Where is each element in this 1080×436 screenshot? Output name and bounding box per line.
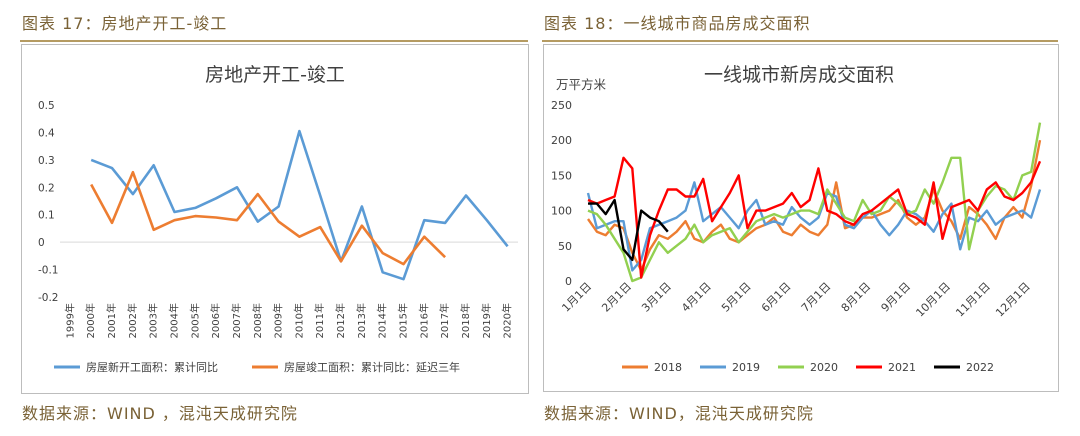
chart2-ytick-label: 100 — [551, 205, 572, 218]
chart2-xtick-label: 7月1日 — [799, 280, 834, 315]
right-chart-panel: 一线城市新房成交面积 万平方米 0 50 100 150 200 250 1月1日 2月1日 3月1… — [543, 44, 1059, 392]
left-chart-panel: 房地产开工-竣工 -0.2 -0.1 0 0.1 0.2 0.3 0.4 0.5 1999年 200… — [21, 44, 529, 394]
chart1-xtick-label: 2011年 — [313, 303, 326, 338]
chart2-series-line-2 — [587, 122, 1042, 283]
right-caption-rule — [542, 40, 1058, 42]
chart1-xtick-label: 2001年 — [105, 303, 118, 338]
chart2-xtick-label: 11月1日 — [953, 280, 993, 320]
chart2-ytick-label: 200 — [551, 134, 572, 147]
chart1-xtick-label: 2000年 — [84, 303, 97, 338]
chart2-xtick-label: 9月1日 — [879, 280, 914, 315]
left-caption-rule — [20, 40, 528, 42]
chart2-title: 一线城市新房成交面积 — [704, 64, 894, 86]
chart1-xtick-label: 2017年 — [438, 303, 451, 338]
chart1-ytick-label: 0.5 — [38, 100, 55, 112]
chart2-xtick-label: 6月1日 — [759, 280, 794, 315]
chart1-ytick-label: 0.3 — [38, 155, 55, 167]
chart1-xtick-label: 2008年 — [251, 303, 264, 338]
chart2-xtick-label: 10月1日 — [913, 280, 953, 320]
chart1-xtick-label: 2013年 — [355, 303, 368, 338]
left-source-note: 数据来源：WIND ，混沌天成研究院 — [22, 404, 298, 423]
chart2-legend-label: 2020 — [810, 361, 838, 374]
chart1-legend-label: 房屋竣工面积：累计同比：延迟三年 — [284, 360, 460, 374]
chart2-xtick-label: 4月1日 — [679, 280, 714, 315]
chart1-series-line-1 — [90, 170, 447, 266]
right-source-note: 数据来源：WIND，混沌天成研究院 — [544, 404, 814, 423]
chart2-series-line-4 — [588, 198, 669, 262]
chart2-series-line-1 — [586, 181, 1042, 272]
right-figure-caption: 图表 18：一线城市商品房成交面积 — [544, 14, 811, 33]
chart1-xtick-label: 2018年 — [459, 303, 472, 338]
chart2-series-line-0 — [587, 139, 1042, 272]
chart1-xtick-label: 2006年 — [209, 303, 222, 338]
chart2-legend-label: 2019 — [732, 361, 760, 374]
chart1-xtick-label: 2002年 — [126, 303, 139, 338]
chart2-ytick-label: 50 — [558, 240, 572, 253]
chart2-unit-label: 万平方米 — [556, 77, 607, 92]
chart2-legend-label: 2021 — [888, 361, 916, 374]
chart2-ytick-label: 150 — [551, 169, 572, 182]
chart2-legend-label: 2022 — [966, 361, 994, 374]
chart1-xtick-label: 2005年 — [188, 303, 201, 338]
chart1-ytick-label: 0.1 — [38, 210, 55, 222]
chart1-xtick-label: 2004年 — [168, 303, 181, 338]
chart1-xtick-label: 2003年 — [147, 303, 160, 338]
chart1-ytick-label: 0.4 — [38, 127, 55, 139]
chart1-legend-label: 房屋新开工面积：累计同比 — [86, 360, 218, 374]
chart1-xtick-label: 2007年 — [230, 303, 243, 338]
chart1-xtick-label: 1999年 — [63, 303, 76, 338]
chart1-ytick-label: -0.1 — [38, 265, 59, 277]
chart2-series-line-3 — [587, 156, 1042, 279]
chart1-title: 房地产开工-竣工 — [205, 64, 345, 86]
chart2-legend-label: 2018 — [654, 361, 682, 374]
chart1-xtick-label: 2020年 — [501, 303, 514, 338]
chart2-ytick-label: 0 — [565, 275, 572, 288]
chart2-xtick-label: 8月1日 — [839, 280, 874, 315]
left-chart-svg: 房地产开工-竣工 -0.2 -0.1 0 0.1 0.2 0.3 0.4 0.5 1999年 200… — [38, 64, 518, 374]
chart1-ytick-label: 0 — [38, 237, 45, 249]
chart1-series-line-0 — [90, 129, 509, 281]
chart1-ytick-label: 0.2 — [38, 182, 55, 194]
chart2-xtick-label: 3月1日 — [639, 280, 674, 315]
chart2-ytick-label: 250 — [551, 99, 572, 112]
chart1-xtick-label: 2016年 — [417, 303, 430, 338]
chart2-xtick-label: 12月1日 — [993, 280, 1033, 320]
chart1-ytick-label: -0.2 — [38, 292, 59, 304]
chart1-xtick-label: 2014年 — [376, 303, 389, 338]
chart1-xtick-label: 2019年 — [480, 303, 493, 338]
chart2-xtick-label: 5月1日 — [719, 280, 754, 315]
chart1-xtick-label: 2010年 — [292, 303, 305, 338]
chart1-xtick-label: 2015年 — [397, 303, 410, 338]
chart2-xtick-label: 2月1日 — [599, 280, 634, 315]
chart1-xtick-label: 2009年 — [272, 303, 285, 338]
left-figure-caption: 图表 17：房地产开工-竣工 — [22, 14, 228, 33]
chart1-xtick-label: 2012年 — [334, 303, 347, 338]
